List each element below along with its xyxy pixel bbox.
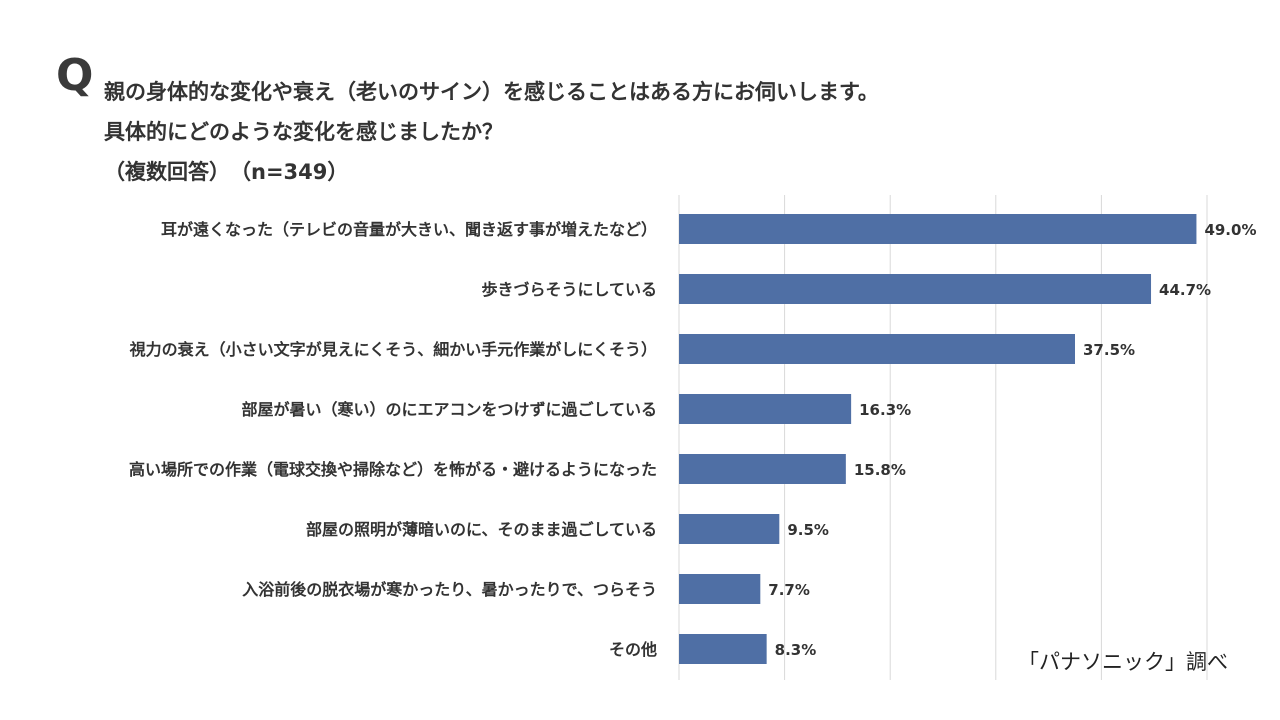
chart-category-labels: 耳が遠くなった（テレビの音量が大きい、聞き返す事が増えたなど） 歩きづらそうにして… bbox=[129, 220, 657, 659]
bar-2 bbox=[679, 334, 1075, 364]
category-label-7: その他 bbox=[609, 640, 657, 659]
value-label-0: 49.0% bbox=[1204, 221, 1256, 239]
category-label-4: 高い場所での作業（電球交換や掃除など）を怖がる・避けるようになった bbox=[129, 460, 657, 479]
category-label-6: 入浴前後の脱衣場が寒かったり、暑かったりで、つらそう bbox=[242, 580, 657, 599]
value-label-1: 44.7% bbox=[1159, 281, 1211, 299]
value-label-3: 16.3% bbox=[859, 401, 911, 419]
source-credit: 「パナソニック」調べ bbox=[1018, 650, 1228, 674]
bar-3 bbox=[679, 394, 852, 424]
category-label-3: 部屋が暑い（寒い）のにエアコンをつけずに過ごしている bbox=[241, 400, 657, 419]
chart-value-labels: 49.0% 44.7% 37.5% 16.3% 15.8% 9.5% 7.7% 8.3% bbox=[768, 221, 1256, 659]
question-line-1: 親の身体的な変化や衰え（老いのサイン）を感じることはある方にお伺いします。 bbox=[104, 80, 879, 104]
value-label-7: 8.3% bbox=[775, 641, 817, 659]
value-label-6: 7.7% bbox=[768, 581, 810, 599]
category-label-5: 部屋の照明が薄暗いのに、そのまま過ごしている bbox=[306, 520, 657, 539]
bar-4 bbox=[679, 454, 846, 484]
value-label-2: 37.5% bbox=[1083, 341, 1135, 359]
bar-0 bbox=[679, 214, 1197, 244]
value-label-5: 9.5% bbox=[787, 521, 829, 539]
question-line-2: 具体的にどのような変化を感じましたか？ bbox=[104, 120, 503, 144]
category-label-1: 歩きづらそうにしている bbox=[481, 280, 657, 299]
category-label-2: 視力の衰え（小さい文字が見えにくそう、細かい手元作業がしにくそう） bbox=[129, 340, 657, 359]
bar-5 bbox=[679, 514, 780, 544]
bar-1 bbox=[679, 274, 1152, 304]
bar-7 bbox=[679, 634, 767, 664]
chart-gridlines bbox=[678, 195, 1208, 680]
value-label-4: 15.8% bbox=[854, 461, 906, 479]
question-mark-letter: Q bbox=[56, 50, 94, 101]
chart-bars bbox=[679, 214, 1197, 664]
bar-6 bbox=[679, 574, 761, 604]
question-line-3: （複数回答） （n=349） bbox=[104, 160, 349, 184]
category-label-0: 耳が遠くなった（テレビの音量が大きい、聞き返す事が増えたなど） bbox=[161, 220, 657, 239]
